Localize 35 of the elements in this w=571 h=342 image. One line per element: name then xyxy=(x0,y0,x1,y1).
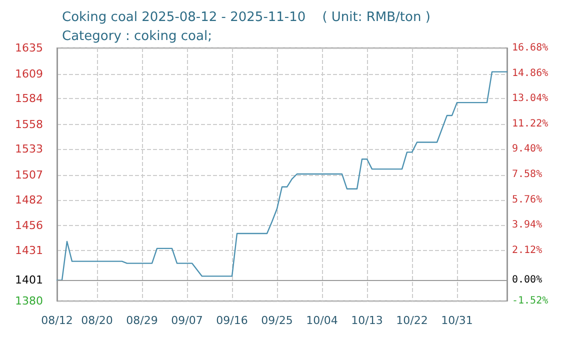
y2-tick-label: 13.04% xyxy=(512,93,548,104)
x-tick-label: 08/12 xyxy=(41,314,73,327)
y2-tick-label: 0.00% xyxy=(512,274,542,286)
y-tick-label: 1431 xyxy=(15,244,43,257)
y2-tick-label: 11.22% xyxy=(512,118,548,130)
y-tick-label: 1401 xyxy=(15,274,43,287)
y-tick-label: 1507 xyxy=(15,168,43,182)
x-tick-label: 10/22 xyxy=(396,314,428,327)
y-tick-label: 1558 xyxy=(15,118,43,131)
x-tick-label: 10/13 xyxy=(351,314,383,327)
y-tick-label: 1380 xyxy=(15,294,43,308)
x-tick-label: 10/04 xyxy=(306,314,338,327)
y-tick-label: 1482 xyxy=(15,193,43,206)
y2-tick-label: 14.86% xyxy=(512,68,548,79)
x-tick-label: 08/29 xyxy=(126,314,158,327)
x-tick-label: 09/07 xyxy=(171,314,203,327)
x-tick-label: 10/31 xyxy=(441,314,473,327)
y2-tick-label: 5.76% xyxy=(512,194,542,206)
y-tick-label: 1635 xyxy=(15,42,43,54)
y2-tick-label: -1.52% xyxy=(512,296,548,306)
line-series xyxy=(56,71,508,281)
y-tick-label: 1533 xyxy=(15,142,43,156)
y2-tick-label: 16.68% xyxy=(512,42,548,54)
chart-title: Coking coal 2025-08-12 - 2025-11-10 ( Unit: RMB/ton ) xyxy=(62,10,430,25)
y2-tick-label: 3.94% xyxy=(512,220,542,231)
y2-tick-label: 7.58% xyxy=(512,169,542,180)
y2-tick-label: 9.40% xyxy=(512,144,542,155)
chart-subtitle: Category : coking coal; xyxy=(62,29,212,44)
y2-tick-label: 2.12% xyxy=(512,244,542,256)
y-tick-label: 1609 xyxy=(15,67,43,80)
x-tick-label: 09/25 xyxy=(261,314,293,327)
x-tick-label: 08/20 xyxy=(81,314,113,327)
x-tick-label: 09/16 xyxy=(216,314,248,327)
y-tick-label: 1456 xyxy=(15,219,43,232)
y-tick-label: 1584 xyxy=(15,92,43,106)
